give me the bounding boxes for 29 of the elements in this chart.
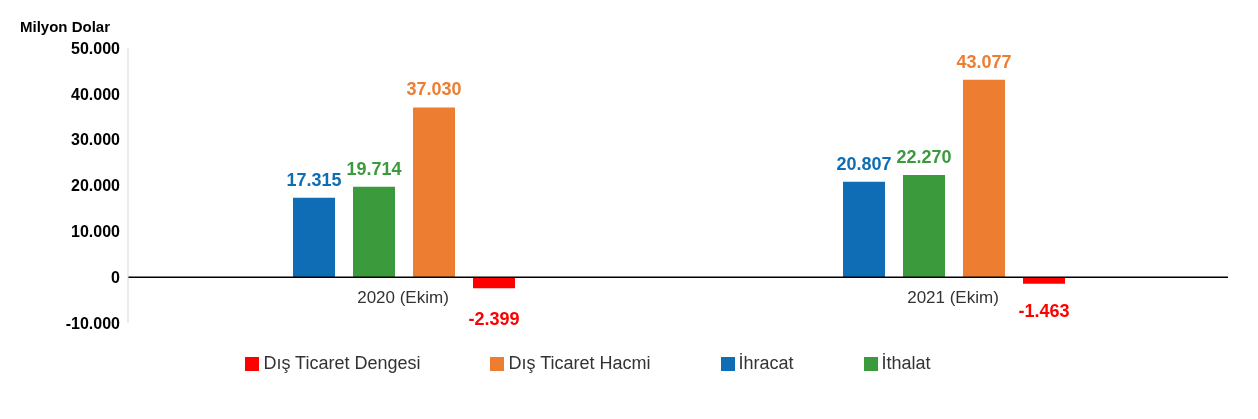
y-axis-title: Milyon Dolar	[20, 18, 111, 35]
x-tick-label: 2020 (Ekim)	[357, 288, 449, 308]
bar	[293, 197, 335, 278]
legend-label: Dış Ticaret Dengesi	[263, 353, 421, 373]
data-label: 19.714	[346, 158, 402, 179]
bar	[843, 181, 885, 278]
y-tick-label: 10.000	[71, 223, 121, 241]
bar	[473, 277, 515, 289]
bar	[413, 107, 455, 278]
y-tick-label: 20.000	[71, 177, 121, 195]
y-tick-label: -10.000	[65, 314, 121, 332]
bar	[963, 79, 1005, 278]
legend-label: İthalat	[881, 353, 931, 373]
data-label: -2.399	[468, 309, 520, 330]
legend-label: İhracat	[738, 353, 794, 373]
bar	[353, 186, 395, 278]
y-tick-label: 0	[111, 268, 121, 286]
y-tick-label: 40.000	[71, 85, 121, 103]
legend-label: Dış Ticaret Hacmi	[508, 353, 651, 373]
bar	[903, 175, 945, 278]
x-tick-label: 2021 (Ekim)	[907, 288, 999, 308]
data-label: 43.077	[956, 51, 1012, 72]
data-label: 17.315	[286, 169, 342, 190]
data-label: -1.463	[1018, 300, 1070, 321]
data-label: 37.030	[406, 79, 462, 100]
data-label: 20.807	[836, 153, 892, 174]
data-label: 22.270	[896, 147, 952, 168]
y-tick-label: 50.000	[71, 39, 121, 57]
y-tick-label: 30.000	[71, 131, 121, 149]
